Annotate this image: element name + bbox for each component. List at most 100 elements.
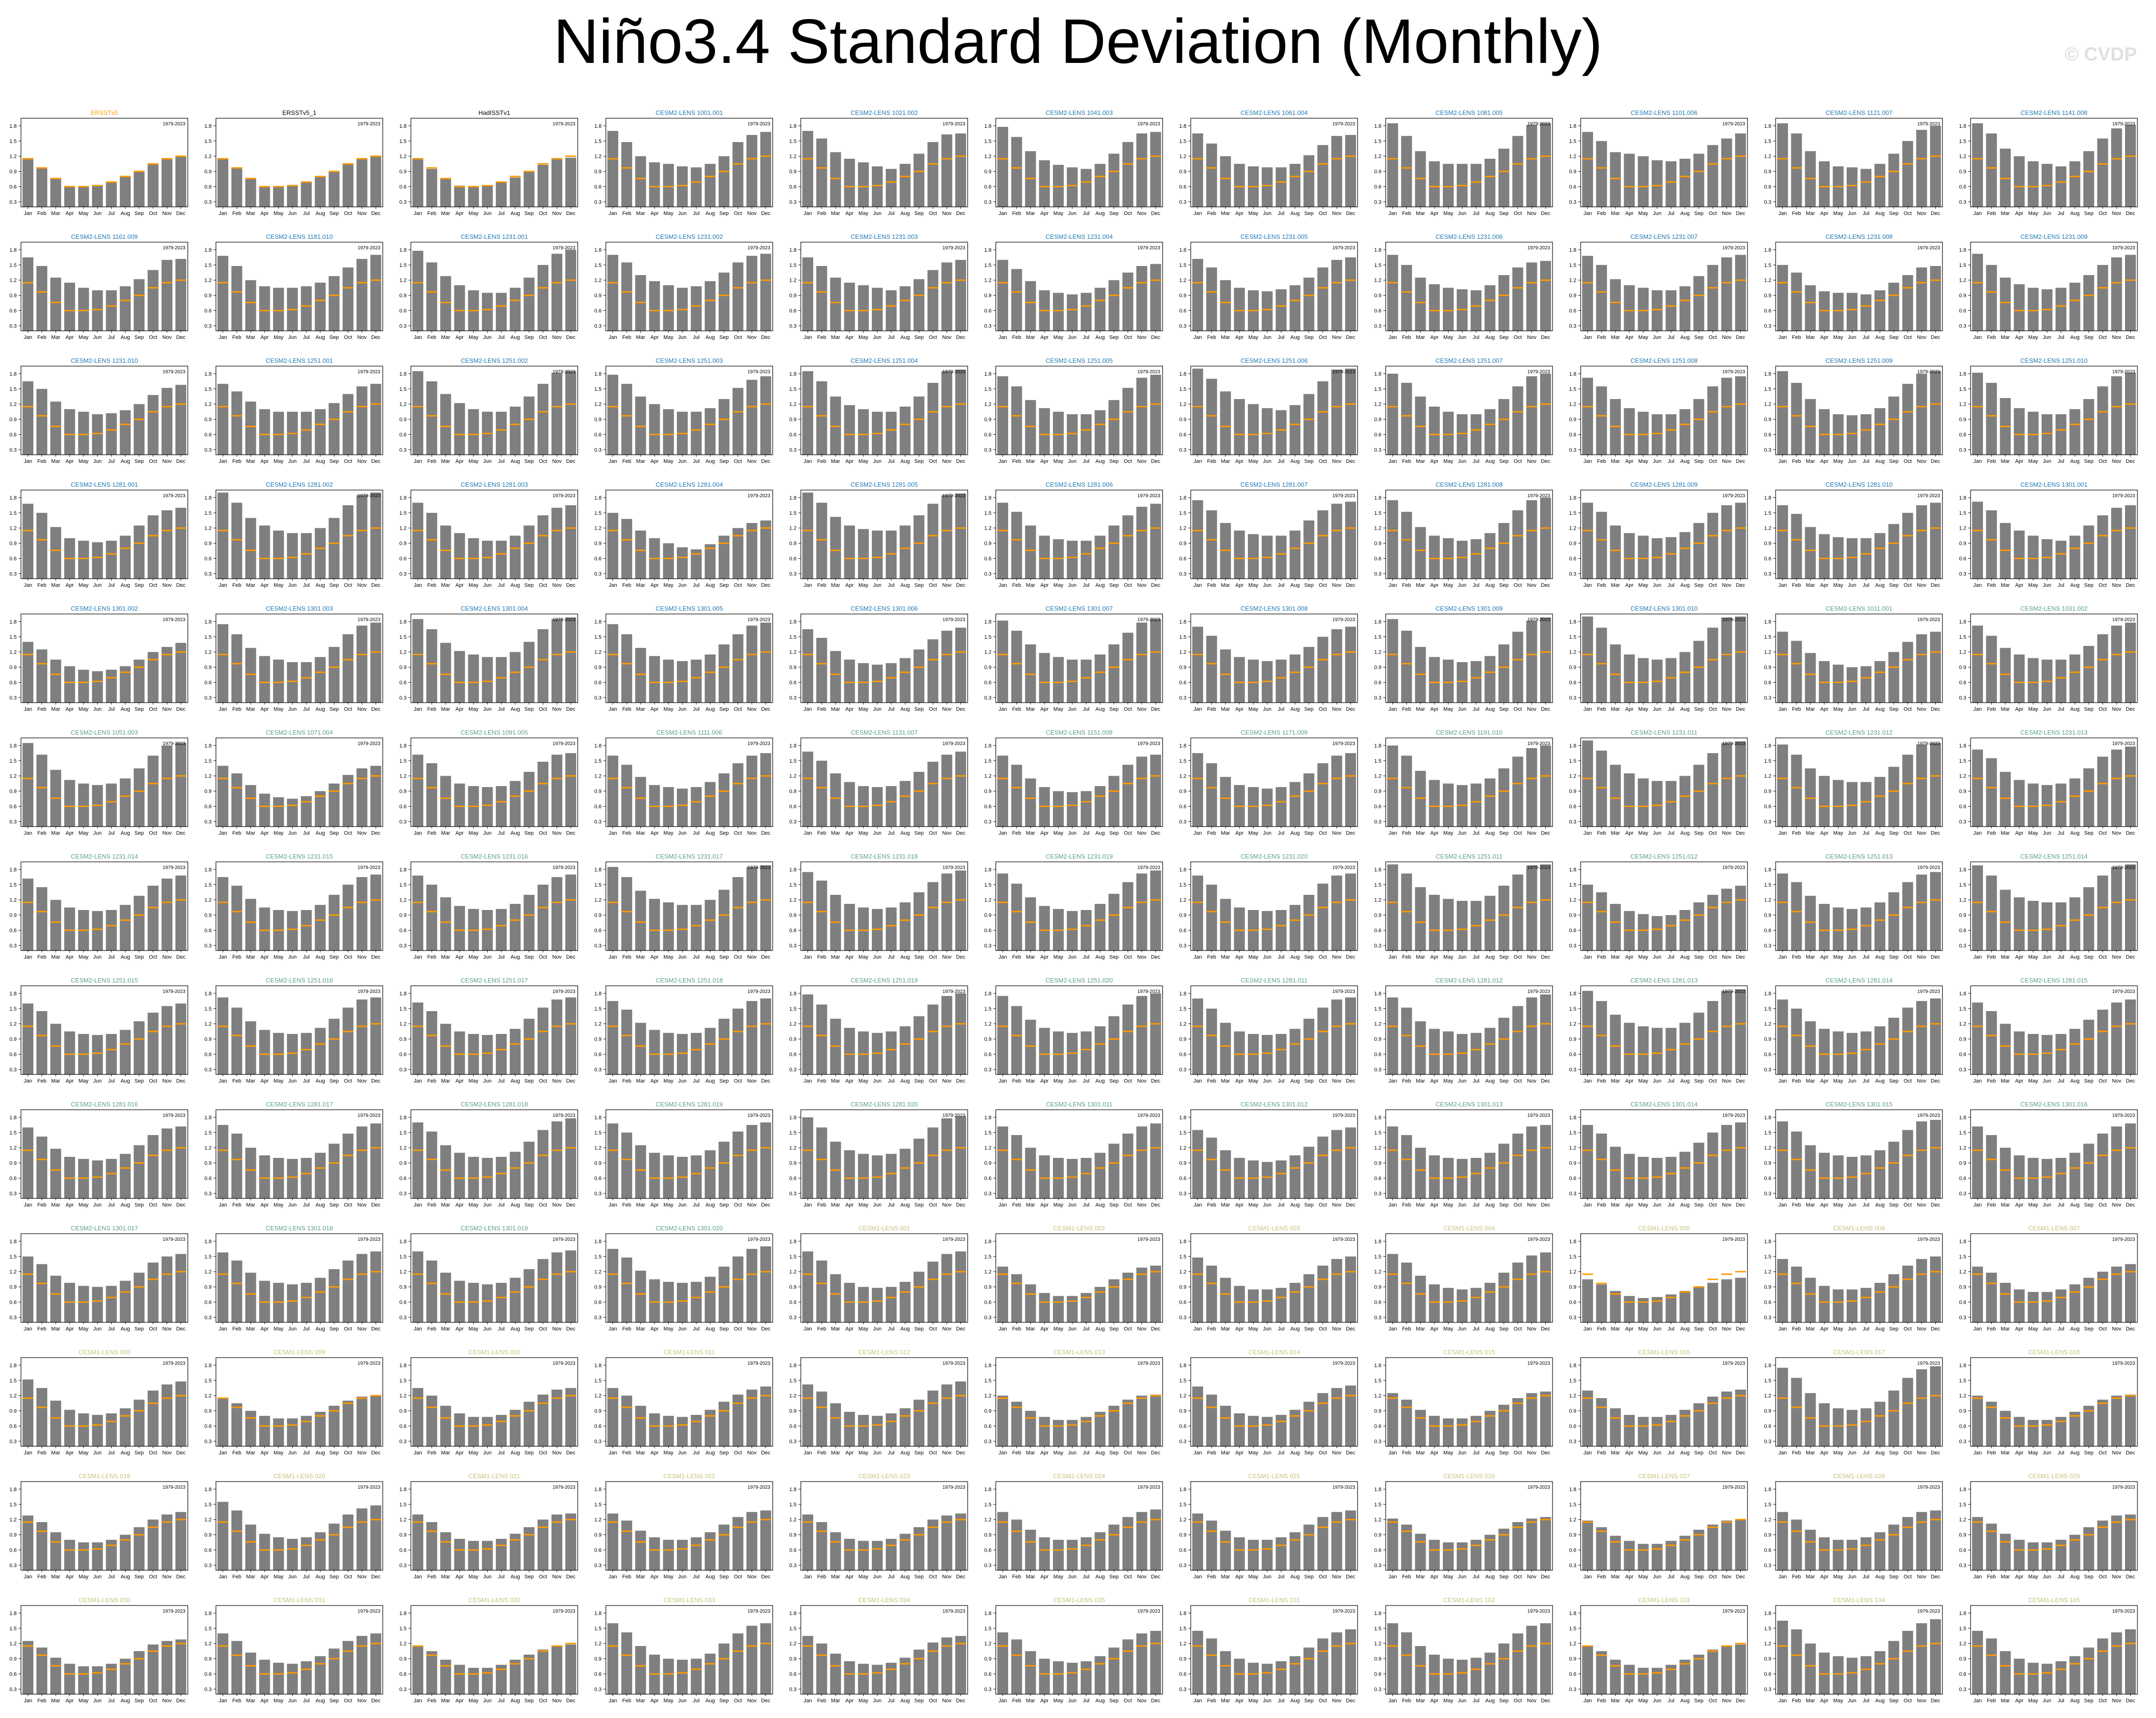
bar [1874,533,1886,579]
y-tick-label: 0.9 [204,169,212,175]
y-tick-label: 0.3 [984,199,991,205]
x-tick-label: Nov [1722,954,1732,960]
bar [342,505,354,579]
x-tick-label: Oct [929,830,937,836]
x-tick-label: Jun [1263,335,1272,340]
bar [1387,745,1398,827]
bar [1429,161,1440,207]
panel-title: CESM2-LENS 1251.016 [266,977,333,984]
panel: CESM2-LENS 1191.0101979-20230.30.60.91.2… [1374,729,1553,836]
x-tick-label: Apr [456,459,464,464]
y-tick-label: 0.3 [399,447,407,453]
x-tick-label: Jul [1473,583,1480,588]
x-tick-label: Sep [1499,583,1509,588]
bar [1540,617,1551,703]
period-label: 1979-2023 [747,741,770,747]
y-tick-label: 1.8 [594,867,602,873]
x-tick-label: Apr [261,211,269,216]
x-tick-label: May [2028,211,2038,216]
period-label: 1979-2023 [942,493,965,499]
bar [315,905,326,951]
y-tick-label: 1.5 [984,263,991,268]
bar [858,285,869,331]
bar [830,651,841,703]
bar [1624,533,1635,579]
bar [1707,265,1718,331]
x-tick-label: Oct [1319,211,1327,216]
bar [565,617,576,703]
bar [22,257,33,331]
y-tick-label: 1.8 [399,123,407,129]
x-tick-label: Apr [261,954,269,960]
panel-frame [1190,490,1358,579]
bar [1317,763,1328,827]
period-label: 1979-2023 [747,122,770,127]
x-tick-label: Oct [929,954,937,960]
x-tick-label: Jul [2058,459,2064,464]
x-tick-label: Dec [761,459,771,464]
panel-frame [1775,366,1943,455]
panel-title: CESM2-LENS 1151.008 [1046,729,1113,736]
period-label: 1979-2023 [358,245,380,251]
y-tick-label: 0.3 [1179,695,1186,701]
bar [1247,404,1259,455]
y-tick-label: 0.9 [1959,417,1966,423]
x-tick-label: Sep [1694,830,1704,836]
x-tick-label: Oct [1904,706,1912,712]
x-tick-label: Jun [1653,211,1662,216]
x-tick-label: Dec [176,706,186,712]
y-tick-label: 0.9 [789,417,797,423]
x-tick-label: May [2028,954,2038,960]
bar [1136,507,1147,579]
y-tick-label: 0.3 [789,943,797,949]
panel-frame [20,490,188,579]
x-tick-label: Mar [51,211,60,216]
x-tick-label: Sep [914,335,924,340]
x-tick-label: Nov [747,211,757,216]
x-tick-label: Nov [1722,706,1732,712]
x-tick-label: Nov [1527,211,1537,216]
x-tick-label: Aug [511,583,520,588]
x-tick-label: Dec [956,954,966,960]
bar [718,890,730,951]
bar [551,619,562,703]
x-tick-label: Oct [734,583,742,588]
x-tick-label: Jan [1584,459,1592,464]
x-tick-label: Mar [1416,459,1425,464]
x-tick-label: Jan [1389,459,1397,464]
x-tick-label: Oct [344,706,352,712]
x-tick-label: Jun [1068,335,1077,340]
bar [886,290,897,331]
period-label: 1979-2023 [1137,741,1160,747]
x-tick-label: Feb [1207,459,1216,464]
y-tick-label: 0.9 [1179,293,1186,299]
panel: CESM2-LENS 1281.0051979-20230.30.60.91.2… [789,481,968,588]
bar [133,1021,145,1074]
x-tick-label: Feb [232,830,241,836]
x-tick-label: Aug [1875,706,1885,712]
bar [1916,874,1927,951]
bar [370,766,381,827]
x-tick-label: Jul [498,335,505,340]
bar [1387,123,1398,207]
bar [1429,407,1440,455]
bar [106,290,117,331]
x-tick-label: Jan [219,211,227,216]
x-tick-label: May [1638,830,1648,836]
x-tick-label: Mar [831,830,840,836]
x-tick-label: Jan [804,335,812,340]
y-tick-label: 1.8 [1569,619,1576,625]
x-tick-label: Oct [1904,830,1912,836]
x-tick-label: Mar [831,954,840,960]
bar [1693,765,1705,827]
x-tick-label: Jul [2058,335,2064,340]
y-tick-label: 1.2 [1959,278,1966,284]
x-tick-label: Nov [747,954,757,960]
bar [482,541,493,579]
bar [1526,500,1537,579]
bar [245,401,256,455]
x-tick-label: Mar [831,335,840,340]
bar [1596,386,1607,455]
x-tick-label: Dec [1736,459,1746,464]
